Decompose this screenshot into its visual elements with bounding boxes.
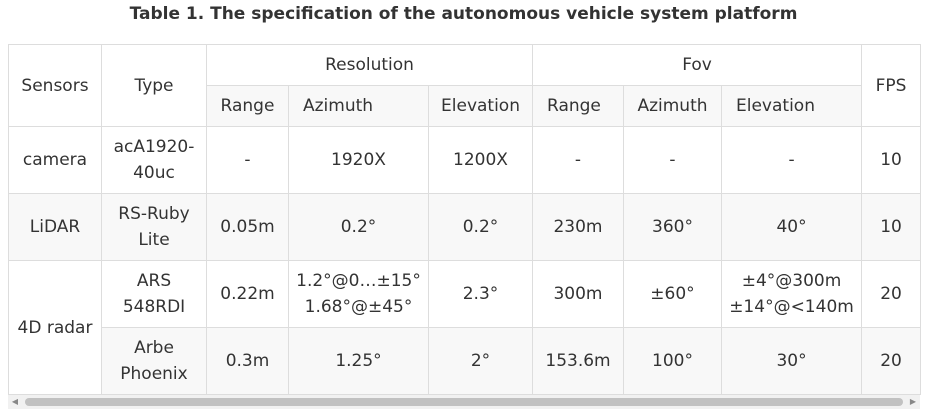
header-resolution-azimuth: Azimuth: [288, 85, 429, 127]
cell-type: Arbe Phoenix: [101, 327, 207, 395]
header-resolution: Resolution: [206, 44, 533, 86]
table-row-lidar: LiDAR RS-Ruby Lite 0.05m 0.2° 0.2° 230m …: [8, 193, 922, 261]
header-fov-azimuth: Azimuth: [623, 85, 722, 127]
cell-res-range: 0.3m: [206, 327, 289, 395]
cell-res-range: 0.22m: [206, 260, 289, 328]
cell-type: ARS 548RDI: [101, 260, 207, 328]
cell-res-azimuth: 0.2°: [288, 193, 429, 261]
cell-fov-range: 153.6m: [532, 327, 624, 395]
cell-fps: 10: [861, 193, 922, 261]
cell-res-azimuth: 1.2°@0…±15° 1.68°@±45°: [288, 260, 429, 328]
cell-res-azimuth: 1920X: [288, 126, 429, 194]
spec-table: Sensors Type Resolution Fov FPS Range Az…: [8, 44, 922, 395]
cell-res-elevation: 2.3°: [428, 260, 533, 328]
cell-fps: 10: [861, 126, 922, 194]
cell-type: acA1920-40uc: [101, 126, 207, 194]
header-resolution-elevation: Elevation: [428, 85, 533, 127]
cell-fov-range: -: [532, 126, 624, 194]
cell-fps: 20: [861, 327, 922, 395]
cell-fov-elevation: -: [720, 126, 863, 194]
cell-fps: 20: [861, 260, 922, 328]
cell-sensor-4d-radar: 4D radar: [8, 260, 102, 395]
horizontal-scrollbar[interactable]: ◀ ▶: [8, 395, 920, 409]
cell-res-range: 0.05m: [206, 193, 289, 261]
header-fov-elevation: Elevation: [720, 85, 863, 127]
cell-res-range: -: [206, 126, 289, 194]
cell-res-elevation: 1200X: [428, 126, 533, 194]
table-row-arbe: Arbe Phoenix 0.3m 1.25° 2° 153.6m 100° 3…: [9, 327, 922, 395]
header-type: Type: [101, 44, 207, 127]
scrollbar-thumb[interactable]: [25, 398, 903, 406]
table-row-camera: camera acA1920-40uc - 1920X 1200X - - - …: [8, 126, 922, 194]
header-resolution-range: Range: [206, 85, 289, 127]
table-caption: Table 1. The specification of the autono…: [129, 4, 798, 24]
table-row-ars: 4D radar ARS 548RDI 0.22m 1.2°@0…±15° 1.…: [8, 260, 922, 395]
cell-res-elevation: 0.2°: [428, 193, 533, 261]
cell-fov-azimuth: 360°: [623, 193, 722, 261]
cell-sensor: LiDAR: [8, 193, 102, 261]
header-sensors: Sensors: [8, 44, 102, 127]
cell-fov-azimuth: -: [623, 126, 722, 194]
cell-res-azimuth: 1.25°: [288, 327, 429, 395]
cell-fov-elevation: 40°: [720, 193, 863, 261]
cell-fov-azimuth: ±60°: [623, 260, 722, 328]
header-fov: Fov: [531, 44, 863, 86]
header-fov-range: Range: [532, 85, 624, 127]
cell-res-elevation: 2°: [428, 327, 533, 395]
cell-fov-elevation: 30°: [720, 327, 863, 395]
scroll-right-arrow-icon[interactable]: ▶: [909, 397, 917, 406]
cell-fov-range: 300m: [532, 260, 624, 328]
header-fps: FPS: [861, 44, 922, 127]
cell-type: RS-Ruby Lite: [101, 193, 207, 261]
scroll-left-arrow-icon[interactable]: ◀: [11, 397, 19, 406]
cell-sensor: camera: [8, 126, 102, 194]
table-container: Sensors Type Resolution Fov FPS Range Az…: [8, 44, 922, 395]
cell-fov-azimuth: 100°: [623, 327, 722, 395]
cell-fov-elevation: ±4°@300m ±14°@<140m: [720, 260, 863, 328]
cell-fov-range: 230m: [532, 193, 624, 261]
